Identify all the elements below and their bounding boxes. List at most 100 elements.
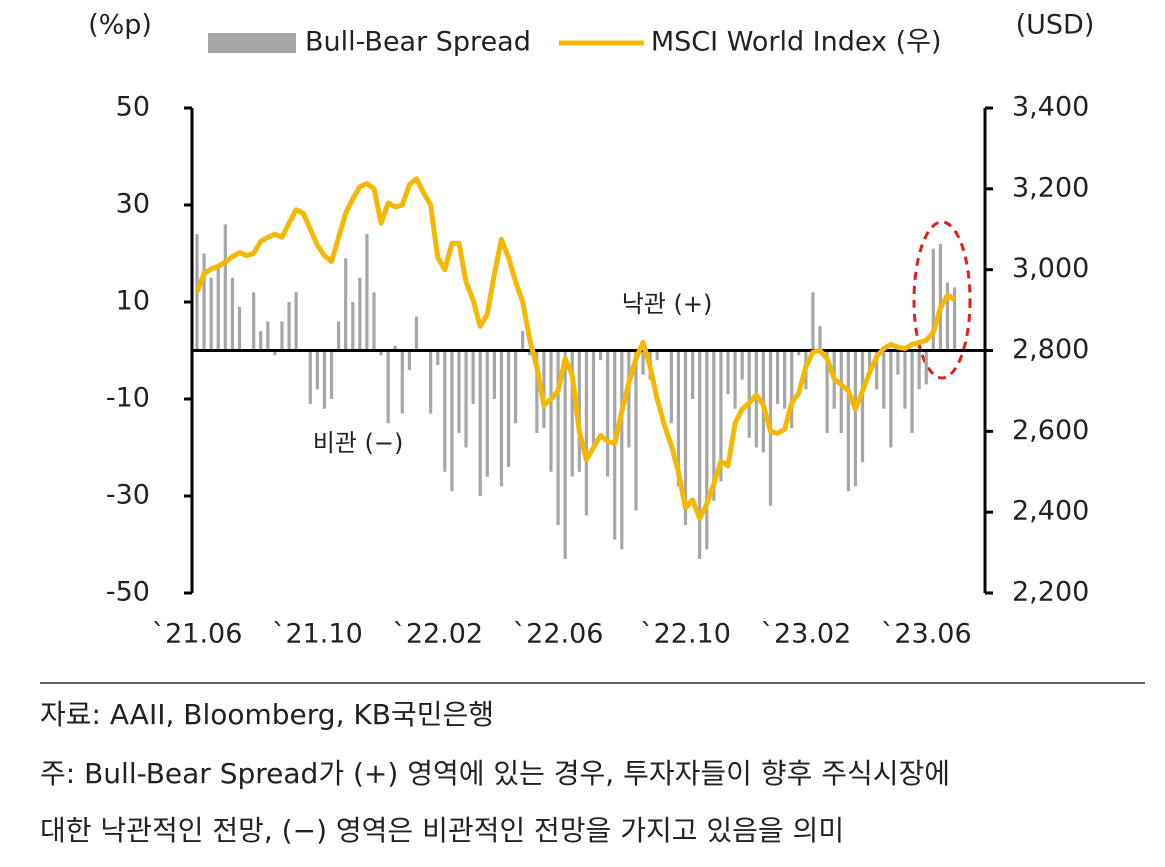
bar: [875, 350, 879, 390]
bar: [839, 350, 843, 433]
bar: [315, 350, 319, 390]
bar: [400, 350, 404, 414]
bar: [230, 277, 234, 351]
bar: [344, 258, 348, 351]
x-tick-label: `22.06: [513, 619, 604, 650]
bar: [322, 350, 327, 409]
bar: [811, 292, 815, 351]
y2-tick-label: 2,600: [1012, 415, 1089, 446]
bar: [853, 350, 858, 487]
bar: [577, 350, 581, 472]
bar: [952, 287, 957, 351]
y-tick-label: -10: [106, 383, 150, 414]
legend-label: MSCI World Index (우): [651, 27, 942, 58]
bar: [280, 321, 284, 351]
y-tick-label: -50: [106, 577, 150, 608]
bar: [620, 350, 624, 550]
y2-tick-label: 3,400: [1012, 92, 1089, 123]
highlight-ellipse: [912, 220, 972, 380]
x-tick-label: `21.10: [272, 619, 363, 650]
bar: [691, 350, 695, 399]
annotation: 낙관 (+): [622, 290, 713, 318]
bar: [917, 350, 921, 390]
x-tick-label: `22.02: [392, 619, 483, 650]
bar: [924, 350, 928, 385]
bar: [896, 350, 900, 375]
bar: [436, 350, 440, 366]
y2-tick-label: 3,200: [1012, 172, 1089, 203]
bar: [202, 253, 206, 351]
bar: [294, 292, 298, 351]
bar: [443, 350, 447, 472]
x-tick-label: `23.06: [881, 619, 972, 650]
y2-tick-label: 2,400: [1012, 496, 1089, 527]
bar: [783, 350, 787, 409]
bar: [450, 350, 454, 492]
legend-label: Bull-Bear Spread: [305, 27, 531, 58]
bar: [351, 302, 355, 351]
bar: [393, 345, 397, 351]
bar: [945, 282, 950, 351]
bar: [818, 326, 822, 351]
bar: [337, 321, 341, 351]
bar: [747, 350, 751, 438]
bar: [676, 350, 681, 487]
x-tick-label: `21.06: [152, 619, 243, 650]
bar: [606, 350, 610, 477]
y2-unit: (USD): [1016, 10, 1095, 41]
bar: [591, 350, 596, 448]
annotation: 비관 (−): [313, 429, 404, 457]
bar: [797, 350, 801, 356]
bar: [471, 350, 475, 404]
bar: [372, 292, 376, 351]
y-tick-label: 10: [116, 286, 150, 317]
bar: [627, 350, 631, 448]
bar: [223, 224, 227, 351]
bar: [938, 243, 942, 351]
note: 대한 낙관적인 전망, (−) 영역은 비관적인 전망을 가지고 있음을 의미: [40, 814, 844, 847]
y-tick-label: 50: [116, 92, 150, 123]
note: 주: Bull-Bear Spread가 (+) 영역에 있는 경우, 투자자들…: [40, 757, 950, 790]
y-tick-label: -30: [106, 480, 150, 511]
bar: [641, 350, 645, 375]
bar: [655, 350, 659, 361]
source: 자료: AAII, Bloomberg, KB국민은행: [40, 698, 494, 731]
bar: [598, 350, 603, 361]
bar: [358, 277, 362, 351]
bar: [584, 350, 588, 516]
bar: [882, 350, 886, 409]
bar: [266, 321, 270, 351]
bar: [429, 350, 433, 414]
bar: [492, 350, 496, 399]
bar: [365, 234, 369, 351]
bar: [407, 350, 411, 370]
bar: [521, 331, 525, 351]
y2-tick-label: 3,000: [1012, 253, 1089, 284]
bar: [719, 350, 723, 482]
bar: [259, 331, 263, 351]
bar: [669, 350, 673, 424]
bar: [563, 350, 567, 560]
bar: [528, 350, 532, 356]
bar: [287, 302, 291, 351]
bar: [464, 350, 468, 448]
bar: [542, 350, 546, 429]
y2-tick-label: 2,200: [1012, 577, 1089, 608]
x-tick-label: `22.10: [640, 619, 731, 650]
bar: [705, 350, 709, 550]
y2-tick-label: 2,800: [1012, 334, 1089, 365]
bar: [846, 350, 850, 492]
bar: [209, 277, 213, 351]
bar: [308, 350, 312, 404]
bar: [889, 350, 893, 448]
bar: [535, 350, 539, 433]
x-tick-label: `23.02: [760, 619, 851, 650]
bar: [570, 350, 574, 477]
bar: [195, 234, 199, 351]
bar: [740, 350, 744, 380]
bar: [216, 268, 220, 351]
bar: [860, 350, 865, 463]
bar: [726, 350, 730, 395]
bar: [499, 350, 504, 487]
